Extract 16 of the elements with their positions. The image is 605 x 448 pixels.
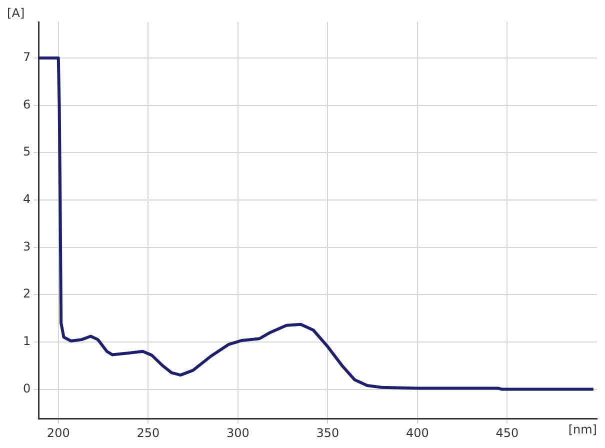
y-tick-label: 6	[22, 97, 31, 112]
x-tick-label: 250	[136, 426, 160, 440]
x-tick-label: 450	[496, 426, 519, 440]
y-axis-title: [A]	[7, 6, 25, 20]
y-tick-label: 4	[22, 192, 31, 206]
x-axis-title: [nm]	[568, 422, 597, 437]
x-tick-label: 200	[46, 426, 70, 440]
x-tick-label: 350	[316, 426, 340, 440]
x-tick-label: 400	[406, 426, 429, 440]
y-tick-label: 0	[22, 381, 31, 396]
x-tick-label: 300	[226, 426, 250, 440]
y-tick-label: 7	[22, 50, 31, 64]
y-tick-label: 3	[22, 239, 31, 254]
y-tick-label: 2	[22, 286, 31, 301]
y-tick-label: 5	[22, 144, 31, 159]
y-tick-label: 1	[22, 334, 31, 348]
